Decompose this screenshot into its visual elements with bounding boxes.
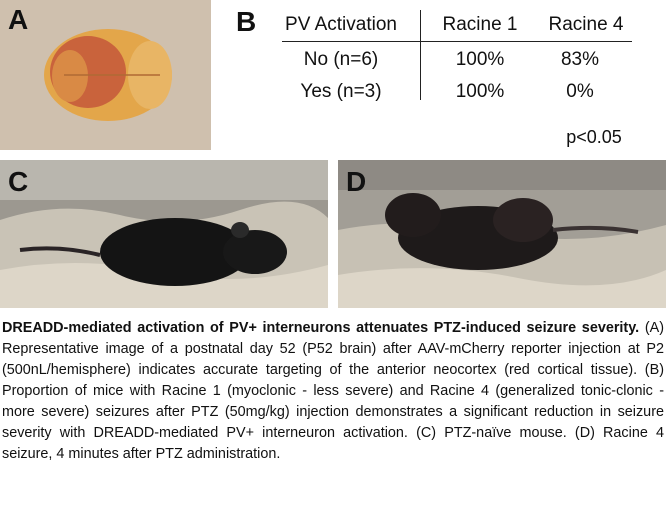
figure-caption: DREADD-mediated activation of PV+ intern… xyxy=(2,318,664,465)
p-value: p<0.05 xyxy=(566,127,622,147)
table-cell: Yes (n=3) xyxy=(300,81,382,102)
panel-label: B xyxy=(236,6,257,37)
panel-label: D xyxy=(346,166,367,197)
mouse-photo xyxy=(0,160,328,308)
table-rule xyxy=(420,10,421,100)
table-header: PV Activation xyxy=(285,14,397,35)
mouse-photo xyxy=(338,160,666,308)
table-cell: 100% xyxy=(455,81,505,102)
table-header: Racine 1 xyxy=(442,14,518,35)
table-rule xyxy=(282,41,632,42)
table-header: Racine 4 xyxy=(548,14,624,35)
brain-photo xyxy=(0,0,211,150)
panel-label: C xyxy=(8,166,29,197)
table-cell: 83% xyxy=(560,49,600,70)
panel-label: A xyxy=(8,4,29,35)
table-cell: 100% xyxy=(455,49,505,70)
table-cell: 0% xyxy=(566,81,594,102)
caption-body: (A) Representative image of a postnatal … xyxy=(2,320,665,462)
table-cell: No (n=6) xyxy=(303,49,379,70)
caption-title: DREADD-mediated activation of PV+ intern… xyxy=(2,320,640,336)
